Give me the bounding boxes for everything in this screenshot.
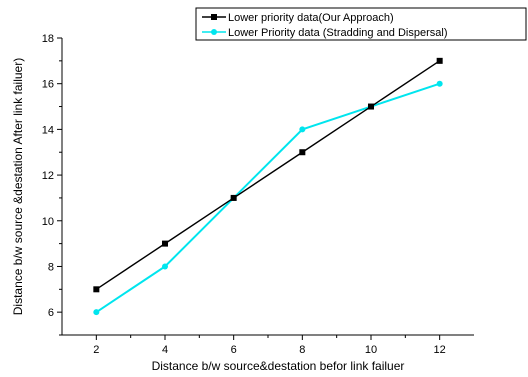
x-tick-label: 10 <box>365 344 377 356</box>
x-tick-label: 4 <box>162 344 168 356</box>
y-tick-label: 18 <box>42 33 54 45</box>
plot-area <box>93 57 443 316</box>
y-axis-label: Distance b/w source &destation After lin… <box>11 58 25 315</box>
legend-box <box>195 7 527 41</box>
y-tick-label: 6 <box>48 307 54 319</box>
y-tick-label: 10 <box>42 216 54 228</box>
x-tick-label: 8 <box>299 344 305 356</box>
legend-entry-label: Lower priority data(Our Approach) <box>228 12 394 24</box>
data-point <box>230 194 237 201</box>
x-tick-label: 12 <box>434 344 446 356</box>
data-point <box>299 149 306 156</box>
data-point <box>162 263 168 270</box>
legend-marker <box>211 14 217 20</box>
data-point <box>436 57 443 64</box>
legend: Lower priority data(Our Approach) Lower P… <box>195 7 527 41</box>
data-point <box>299 126 306 133</box>
series-line-2 <box>95 82 440 313</box>
data-point <box>162 240 168 247</box>
legend-marker <box>211 29 217 35</box>
y-tick-label: 14 <box>42 124 54 136</box>
series-line-1 <box>95 60 441 290</box>
legend-entry-label: Lower Priority data (Stradding and Dispe… <box>228 27 448 39</box>
x-tick-label: 2 <box>93 344 99 356</box>
data-point <box>368 103 374 110</box>
x-tick-label: 6 <box>231 344 237 356</box>
y-tick-label: 8 <box>48 261 54 273</box>
data-point <box>93 286 100 293</box>
ticks: 2 4 6 8 10 12 6 8 10 12 14 16 18 <box>42 33 446 356</box>
y-tick-label: 16 <box>42 79 54 91</box>
data-point <box>436 80 443 87</box>
axes <box>61 38 474 336</box>
x-axis-label: Distance b/w source&destation befor link… <box>152 359 405 373</box>
y-tick-label: 12 <box>42 170 54 182</box>
data-point <box>93 309 100 316</box>
